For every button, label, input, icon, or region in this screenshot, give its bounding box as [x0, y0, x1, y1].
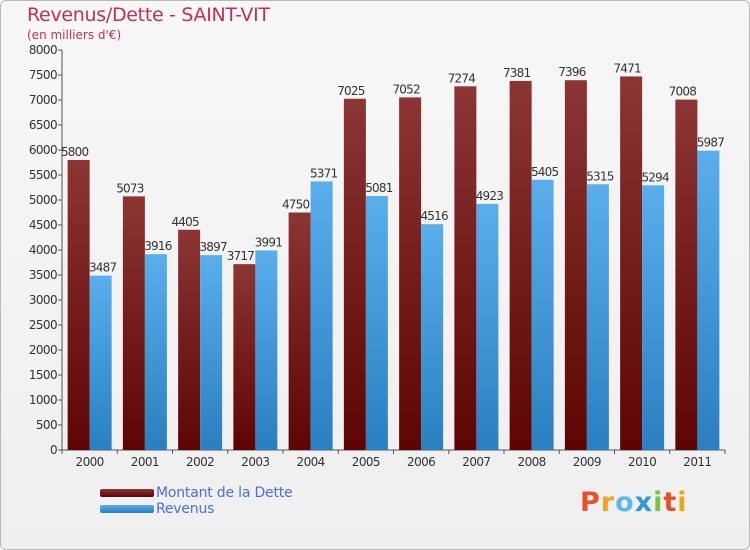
data-label-dette: 7381 — [503, 66, 531, 80]
data-label-revenus: 5315 — [586, 169, 614, 183]
data-label-revenus: 4923 — [476, 189, 504, 203]
data-label-dette: 7052 — [392, 82, 420, 96]
data-label-dette: 7471 — [613, 61, 641, 75]
x-tick-label: 2004 — [297, 455, 325, 469]
data-label-dette: 7396 — [558, 65, 586, 79]
bar-revenus — [255, 250, 278, 450]
bar-dette — [564, 80, 587, 450]
data-label-dette: 3717 — [227, 249, 255, 263]
y-tick-label: 5000 — [29, 193, 57, 207]
y-tick-label: 6500 — [29, 118, 57, 132]
bar-revenus — [310, 181, 333, 450]
data-label-dette: 5073 — [116, 181, 144, 195]
x-tick-label: 2010 — [628, 455, 656, 469]
data-label-revenus: 5371 — [310, 166, 338, 180]
x-tick-label: 2011 — [683, 455, 711, 469]
chart-title: Revenus/Dette - SAINT-VIT — [27, 4, 270, 26]
y-tick-label: 3500 — [29, 268, 57, 282]
y-tick-label: 2500 — [29, 318, 57, 332]
y-tick-label: 4000 — [29, 243, 57, 257]
data-label-dette: 4405 — [171, 215, 199, 229]
logo-letter: r — [600, 487, 616, 518]
axes: 0 500 1000 1500 2000 2500 3000 3500 4000 4500 5000… — [29, 43, 726, 469]
bar-revenus — [586, 184, 609, 450]
logo-letter: o — [615, 487, 635, 518]
y-tick-label: 500 — [36, 418, 57, 432]
data-label-revenus: 5987 — [697, 136, 725, 150]
x-tick-label: 2001 — [131, 455, 159, 469]
logo-letter: x — [634, 487, 654, 518]
x-tick-label: 2005 — [352, 455, 380, 469]
data-label-revenus: 3897 — [199, 240, 227, 254]
y-tick-label: 2000 — [29, 343, 57, 357]
bar-revenus — [531, 179, 554, 450]
bar-revenus — [365, 195, 388, 450]
x-tick-label: 2002 — [186, 455, 214, 469]
bar-dette — [509, 80, 532, 450]
data-label-dette: 7008 — [669, 85, 697, 99]
bar-dette — [178, 229, 201, 450]
logo-letter: t — [663, 487, 678, 518]
bars — [67, 76, 720, 451]
data-label-revenus: 5081 — [365, 181, 393, 195]
bar-dette — [288, 212, 311, 450]
logo-letter: i — [677, 487, 688, 518]
logo-letter: P — [580, 487, 601, 518]
bar-revenus — [476, 203, 499, 450]
y-tick-label: 0 — [50, 443, 57, 457]
bar-revenus — [200, 255, 223, 450]
bar-revenus — [697, 150, 720, 450]
logo-letter: i — [653, 487, 664, 518]
data-label-dette: 7274 — [448, 71, 476, 85]
legend-label-revenus: Revenus — [156, 501, 215, 517]
bar-revenus — [642, 185, 665, 451]
legend-swatch-dette — [100, 489, 154, 497]
data-label-dette: 4750 — [282, 198, 310, 212]
bar-dette — [233, 264, 256, 450]
x-tick-label: 2009 — [573, 455, 601, 469]
y-tick-label: 7000 — [29, 93, 57, 107]
y-tick-label: 4500 — [29, 218, 57, 232]
x-tick-label: 2006 — [407, 455, 435, 469]
x-tick-label: 2008 — [518, 455, 546, 469]
y-tick-label: 8000 — [29, 43, 57, 57]
proxiti-logo: Proxiti — [580, 487, 688, 518]
data-label-dette: 7025 — [337, 84, 365, 98]
bar-revenus — [89, 275, 112, 450]
data-label-revenus: 3916 — [144, 239, 172, 253]
x-tick-label: 2007 — [462, 455, 490, 469]
legend-label-dette: Montant de la Dette — [156, 485, 293, 501]
y-tick-label: 1500 — [29, 368, 57, 382]
bar-dette — [675, 99, 698, 450]
bar-dette — [122, 196, 145, 450]
data-label-revenus: 3991 — [255, 235, 283, 249]
data-label-revenus: 4516 — [420, 209, 448, 223]
bar-revenus — [144, 254, 167, 450]
x-tick-label: 2000 — [76, 455, 104, 469]
legend-swatch-revenus — [100, 505, 154, 513]
bar-dette — [454, 86, 477, 451]
y-tick-label: 3000 — [29, 293, 57, 307]
y-tick-label: 6000 — [29, 143, 57, 157]
data-label-revenus: 5405 — [531, 165, 559, 179]
data-label-revenus: 3487 — [89, 261, 117, 275]
bar-dette — [67, 160, 90, 450]
y-tick-label: 7500 — [29, 68, 57, 82]
bar-dette — [343, 98, 366, 450]
y-tick-label: 5500 — [29, 168, 57, 182]
y-tick-label: 1000 — [29, 393, 57, 407]
bar-dette — [620, 76, 643, 450]
chart-subtitle: (en milliers d'€) — [27, 28, 122, 42]
x-tick-label: 2003 — [241, 455, 269, 469]
data-label-dette: 5800 — [61, 145, 89, 159]
bar-revenus — [421, 224, 444, 450]
bar-dette — [399, 97, 422, 451]
data-label-revenus: 5294 — [641, 170, 669, 184]
